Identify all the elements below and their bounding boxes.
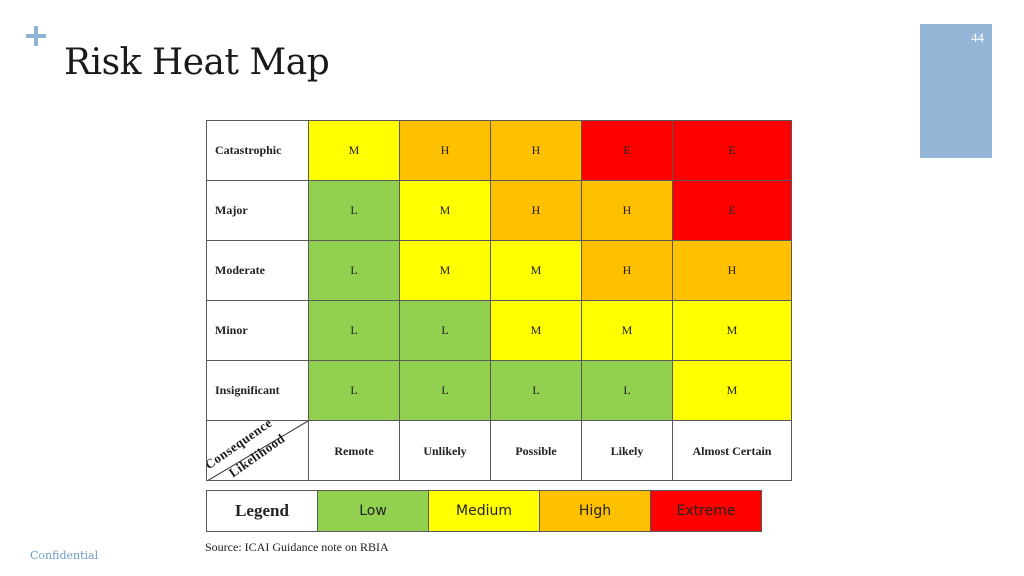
row-label: Moderate (206, 240, 309, 301)
risk-cell: E (581, 120, 673, 181)
risk-cell: M (399, 180, 491, 241)
risk-cell: M (490, 300, 582, 361)
risk-cell: M (672, 300, 792, 361)
legend: Legend Low Medium High Extreme (206, 490, 762, 532)
risk-cell: M (490, 240, 582, 301)
legend-item: Medium (428, 490, 540, 532)
risk-cell: L (399, 360, 491, 421)
risk-cell: H (581, 240, 673, 301)
risk-cell: H (672, 240, 792, 301)
row-label: Catastrophic (206, 120, 309, 181)
legend-item: Low (317, 490, 429, 532)
risk-cell: H (490, 120, 582, 181)
page-number-tab: 44 (920, 24, 992, 158)
column-label: Unlikely (399, 420, 491, 481)
matrix-row: Insignificant L L L L M (206, 360, 792, 421)
row-label: Minor (206, 300, 309, 361)
column-label: Possible (490, 420, 582, 481)
column-label: Remote (308, 420, 400, 481)
matrix-row: Moderate L M M H H (206, 240, 792, 301)
risk-cell: E (672, 120, 792, 181)
risk-cell: M (581, 300, 673, 361)
risk-cell: H (581, 180, 673, 241)
matrix-row: Catastrophic M H H E E (206, 120, 792, 181)
column-label: Likely (581, 420, 673, 481)
risk-cell: L (581, 360, 673, 421)
slide-title: Risk Heat Map (64, 42, 330, 83)
matrix-row: Major L M H H E (206, 180, 792, 241)
column-header-row: Consequence Likelihood Remote Unlikely Possi… (206, 420, 792, 481)
risk-cell: L (308, 300, 400, 361)
risk-cell: L (308, 360, 400, 421)
matrix-row: Minor L L M M M (206, 300, 792, 361)
risk-cell: M (308, 120, 400, 181)
row-label: Insignificant (206, 360, 309, 421)
legend-item: High (539, 490, 651, 532)
confidential-footer: Confidential (30, 549, 99, 562)
risk-cell: L (308, 240, 400, 301)
row-label: Major (206, 180, 309, 241)
legend-item: Extreme (650, 490, 762, 532)
risk-heat-map: Catastrophic M H H E E Major L M H H E Moderate L M M H H… (206, 120, 792, 481)
column-label: Almost Certain (672, 420, 792, 481)
risk-cell: H (399, 120, 491, 181)
risk-cell: E (672, 180, 792, 241)
risk-cell: L (490, 360, 582, 421)
source-note: Source: ICAI Guidance note on RBIA (205, 540, 389, 554)
risk-cell: M (672, 360, 792, 421)
risk-cell: M (399, 240, 491, 301)
risk-cell: L (399, 300, 491, 361)
page-number: 44 (971, 30, 984, 45)
legend-title: Legend (206, 490, 318, 532)
risk-cell: H (490, 180, 582, 241)
axis-corner: Consequence Likelihood (206, 420, 309, 481)
diagonal-divider (208, 421, 308, 480)
risk-cell: L (308, 180, 400, 241)
plus-icon (26, 26, 46, 46)
